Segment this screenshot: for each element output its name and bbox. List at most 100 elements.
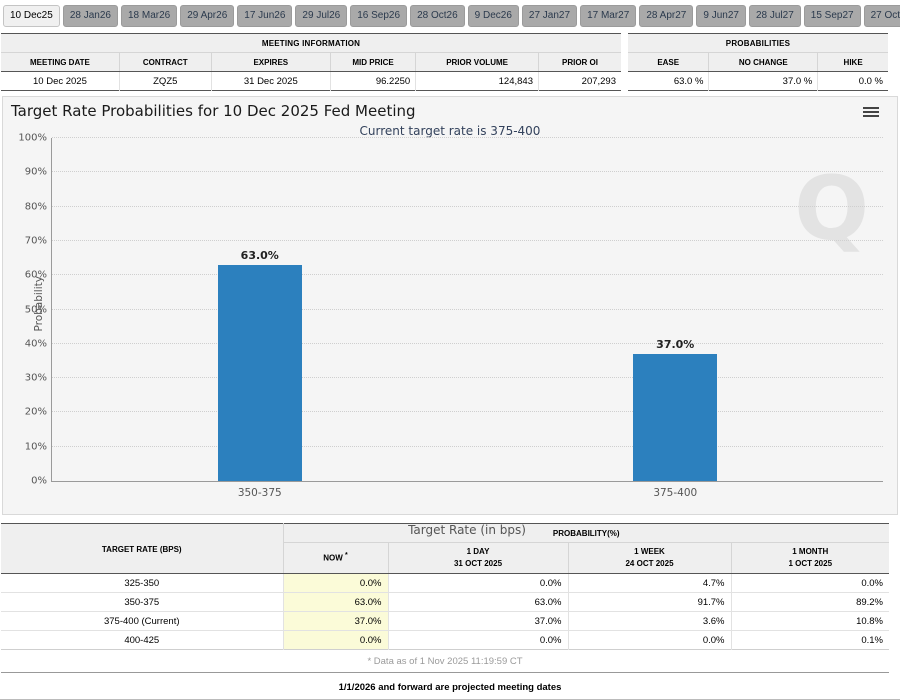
meeting-tab-9-dec26[interactable]: 9 Dec26 <box>467 5 519 27</box>
meeting-tab-10-dec25[interactable]: 10 Dec25 <box>3 5 60 27</box>
meeting-info-value-cell: 207,293 <box>537 71 621 91</box>
y-tick-label: 50% <box>24 304 47 315</box>
now-probability-cell: 37.0% <box>282 611 388 631</box>
probability-table-row: 350-375 63.0% 63.0% 91.7% 89.2% <box>1 592 889 612</box>
meeting-info-header-cell: MID PRICE <box>329 52 416 72</box>
y-tick-label: 0% <box>31 475 47 487</box>
meeting-tab-17-jun26[interactable]: 17 Jun26 <box>237 5 293 27</box>
meeting-tab-18-mar26[interactable]: 18 Mar26 <box>120 5 178 27</box>
y-tick-label: 60% <box>24 269 47 281</box>
info-tables-row: MEETING INFORMATION MEETING DATE CONTRACT… <box>1 33 898 91</box>
probabilities-summary-value-cell: 63.0 % <box>628 71 709 91</box>
chart-title: Target Rate Probabilities for 10 Dec 202… <box>11 102 416 120</box>
y-tick-label: 70% <box>24 235 47 247</box>
day-probability-cell: 37.0% <box>387 611 568 631</box>
probability-history-table: TARGET RATE (BPS) PROBABILITY(%) NOW * 1… <box>1 523 889 674</box>
meeting-info-value-cell: 124,843 <box>415 71 539 91</box>
chart-menu-icon[interactable] <box>863 107 879 119</box>
bar-value-label: 63.0% <box>240 248 279 262</box>
meeting-information-header-row: MEETING DATE CONTRACT EXPIRES MID PRICE PRIO… <box>1 52 621 72</box>
meeting-info-value-cell: 31 Dec 2025 <box>210 71 331 91</box>
meeting-information-title: MEETING INFORMATION <box>1 33 621 53</box>
history-column-header: 1 DAY 31 OCT 2025 <box>387 542 568 575</box>
y-tick-label: 30% <box>24 372 47 384</box>
gridline-50 <box>52 308 883 310</box>
probabilities-summary-header-cell: NO CHANGE <box>708 52 818 72</box>
meeting-tab-28-oct26[interactable]: 28 Oct26 <box>410 5 465 27</box>
meeting-tab-9-jun27[interactable]: 9 Jun27 <box>696 5 746 27</box>
probability-table-row: 400-425 0.0% 0.0% 0.0% 0.1% <box>1 630 889 650</box>
probabilities-summary-title: PROBABILITIES <box>628 33 888 53</box>
gridline-20 <box>52 411 883 413</box>
week-probability-cell: 91.7% <box>567 592 731 612</box>
meeting-info-header-cell: MEETING DATE <box>1 52 120 72</box>
probability-subheader-row: NOW * 1 DAY 31 OCT 2025 1 WEEK 24 OCT 2025 1… <box>1 542 889 575</box>
gridline-90 <box>52 171 883 173</box>
week-probability-cell: 0.0% <box>567 630 731 650</box>
meeting-info-header-cell: PRIOR VOLUME <box>415 52 539 72</box>
data-as-of-footnote: * Data as of 1 Nov 2025 11:19:59 CT <box>1 649 889 673</box>
month-probability-cell: 0.1% <box>730 630 889 650</box>
gridline-40 <box>52 342 883 344</box>
quikstrike-watermark-icon: Q <box>794 157 869 260</box>
day-probability-cell: 0.0% <box>387 573 568 593</box>
meeting-tab-29-jul26[interactable]: 29 Jul26 <box>295 5 348 27</box>
meeting-info-header-cell: EXPIRES <box>210 52 331 72</box>
probability-table-body: 325-350 0.0% 0.0% 4.7% 0.0% 350-375 63.0% 63.0%… <box>1 573 889 650</box>
now-probability-cell: 0.0% <box>282 630 388 650</box>
rate-cell: 375-400 (Current) <box>1 611 283 631</box>
month-probability-cell: 0.0% <box>730 573 889 593</box>
probabilities-summary-table: PROBABILITIES EASE NO CHANGE HIKE 63.0 % 37… <box>628 33 888 91</box>
chart-subtitle: Current target rate is 375-400 <box>359 124 541 138</box>
probability-bar-350-375[interactable]: 63.0% <box>217 249 302 481</box>
meeting-info-value-cell: ZQZ5 <box>118 71 212 91</box>
week-probability-cell: 4.7% <box>567 573 731 593</box>
meeting-tab-28-jul27[interactable]: 28 Jul27 <box>748 5 801 27</box>
now-probability-cell: 0.0% <box>282 573 388 593</box>
gridline-80 <box>52 205 883 207</box>
meeting-tab-16-sep26[interactable]: 16 Sep26 <box>350 5 408 27</box>
meeting-tab-27-jan27[interactable]: 27 Jan27 <box>521 5 578 27</box>
gridline-100 <box>52 137 883 138</box>
x-tick-label: 350-375 <box>237 487 282 499</box>
probabilities-summary-value-cell: 37.0 % <box>708 71 818 91</box>
meeting-tab-29-apr26[interactable]: 29 Apr26 <box>180 5 235 27</box>
chart-plot-area: Probability 0% 10% 20% 30% 40% 50% 60% 70% 80% 90… <box>18 133 883 499</box>
rate-column-header: TARGET RATE (BPS) <box>1 523 283 575</box>
y-tick-label: 20% <box>24 406 47 418</box>
history-column-header: 1 MONTH 1 OCT 2025 <box>730 542 889 575</box>
x-axis-title: Target Rate (in bps) <box>408 523 526 537</box>
y-tick-label: 10% <box>24 441 47 453</box>
probabilities-summary-header-cell: EASE <box>628 52 709 72</box>
y-tick-label: 100% <box>18 132 47 144</box>
bar-value-label: 37.0% <box>656 338 695 352</box>
gridline-70 <box>52 239 883 241</box>
meeting-information-table: MEETING INFORMATION MEETING DATE CONTRACT… <box>1 33 621 91</box>
day-probability-cell: 63.0% <box>387 592 568 612</box>
probabilities-summary-value-row: 63.0 % 37.0 % 0.0 % <box>628 71 888 91</box>
y-tick-label: 80% <box>24 201 47 213</box>
meeting-info-value-cell: 96.2250 <box>329 71 416 91</box>
probability-table-row: 375-400 (Current) 37.0% 37.0% 3.6% 10.8% <box>1 611 889 631</box>
month-probability-cell: 89.2% <box>730 592 889 612</box>
x-tick-label: 375-400 <box>653 487 698 499</box>
meeting-tab-27-oct27[interactable]: 27 Oct27 <box>863 5 900 27</box>
meeting-tab-28-jan26[interactable]: 28 Jan26 <box>62 5 118 27</box>
meeting-tab-15-sep27[interactable]: 15 Sep27 <box>803 5 861 27</box>
day-probability-cell: 0.0% <box>387 630 568 650</box>
gridline-30 <box>52 377 883 379</box>
probability-group-header: PROBABILITY(%) <box>282 523 889 543</box>
month-probability-cell: 10.8% <box>730 611 889 631</box>
rate-cell: 400-425 <box>1 630 283 650</box>
meeting-info-header-cell: CONTRACT <box>118 52 212 72</box>
target-rate-chart: Target Rate Probabilities for 10 Dec 202… <box>2 96 898 537</box>
meeting-tab-28-apr27[interactable]: 28 Apr27 <box>639 5 694 27</box>
gridline-10 <box>52 445 883 447</box>
probability-bar-375-400[interactable]: 37.0% <box>633 338 718 481</box>
gridline-60 <box>52 274 883 276</box>
probability-table-row: 325-350 0.0% 0.0% 4.7% 0.0% <box>1 573 889 593</box>
now-column-header: NOW * <box>282 542 388 575</box>
rate-cell: 325-350 <box>1 573 283 593</box>
history-column-header: 1 WEEK 24 OCT 2025 <box>567 542 731 575</box>
meeting-tab-17-mar27[interactable]: 17 Mar27 <box>580 5 637 27</box>
